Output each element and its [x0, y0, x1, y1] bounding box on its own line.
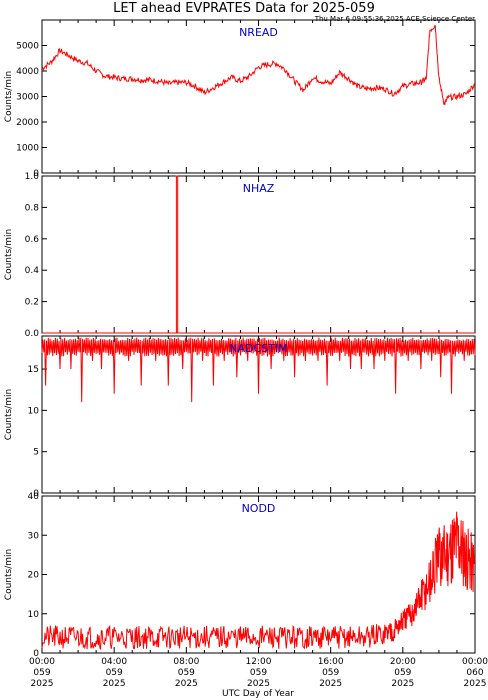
x-tick-time: 08:00: [173, 657, 199, 667]
y-tick-label: 20: [28, 571, 40, 581]
x-tick-doy: 060: [466, 668, 483, 678]
x-tick-doy: 059: [250, 668, 267, 678]
y-tick-label: 0: [33, 649, 39, 659]
y-tick-label: 1000: [16, 144, 39, 154]
x-tick-time: 00:00: [29, 657, 55, 667]
y-tick-label: 0.4: [25, 266, 40, 276]
generation-timestamp: Thu Mar 6 09:55:36 2025 ACE Science Cent…: [314, 15, 475, 23]
y-axis-label: Counts/min: [4, 549, 14, 600]
y-tick-label: 5: [33, 448, 39, 458]
x-tick-doy: 059: [106, 668, 123, 678]
x-tick-year: 2025: [319, 679, 342, 689]
y-tick-label: 30: [28, 531, 40, 541]
x-tick-year: 2025: [175, 679, 198, 689]
y-axis-label: Counts/min: [4, 229, 14, 280]
panels-group: 010002000300040005000Counts/minNREAD0.00…: [4, 19, 476, 659]
panel-frame: [41, 175, 476, 334]
x-tick-year: 2025: [31, 679, 54, 689]
series-line-nadcstim: [41, 337, 476, 403]
panel-nhaz: 0.0 0.2 0.4 0.6 0.8 1.0 Counts/min NHAZ: [4, 172, 476, 339]
y-tick-label: 0.6: [25, 235, 40, 245]
panel-frame: [41, 335, 476, 494]
y-tick-label: 40: [28, 492, 40, 502]
series-line-nodd: [41, 511, 476, 651]
panel-nodd: 0 10 20 30 40 Counts/min NODD: [4, 492, 476, 659]
y-tick-label: 0.8: [25, 203, 40, 213]
y-axis-label: Counts/min: [4, 389, 14, 440]
x-tick-time: 16:00: [318, 657, 344, 667]
y-tick-label: 0: [33, 169, 39, 179]
x-tick-doy: 059: [322, 668, 339, 678]
y-tick-label: 0.0: [25, 329, 40, 339]
panel-title: NHAZ: [243, 182, 275, 195]
x-tick-doy: 059: [394, 668, 411, 678]
panel-title: NODD: [242, 502, 276, 515]
x-axis-label: UTC Day of Year: [222, 689, 294, 699]
y-tick-label: 10: [28, 406, 40, 416]
chart-title: LET ahead EVPRATES Data for 2025-059: [113, 1, 375, 16]
y-tick-label: 0: [33, 489, 39, 499]
y-axis-label: Counts/min: [4, 71, 14, 122]
x-tick-time: 20:00: [390, 657, 416, 667]
x-tick-time: 00:00: [462, 657, 488, 667]
series-line-nhaz: [42, 175, 475, 334]
y-tick-label: 3000: [16, 93, 39, 103]
series-line-nread: [41, 24, 476, 106]
x-tick-doy: 059: [178, 668, 195, 678]
x-axis: 00:00059202504:00059202508:00059202512:0…: [29, 657, 488, 689]
x-tick-doy: 059: [33, 668, 50, 678]
x-tick-year: 2025: [464, 679, 487, 689]
panel-title: NREAD: [239, 26, 278, 39]
panel-nread: 0 1000 2000 3000 4000 5000 Counts/min NREAD: [4, 19, 476, 179]
y-tick-label: 1.0: [25, 172, 40, 182]
y-tick-label: 4000: [16, 67, 39, 77]
x-tick-year: 2025: [391, 679, 414, 689]
panel-title: NADCSTIM: [229, 342, 287, 355]
x-tick-time: 04:00: [101, 657, 127, 667]
panel-nadcstim: 0 5 10 15 Counts/min NADCSTIM: [4, 335, 476, 499]
y-tick-label: 2000: [16, 118, 39, 128]
y-tick-label: 0.2: [25, 298, 39, 308]
x-tick-time: 12:00: [246, 657, 272, 667]
y-tick-label: 10: [28, 610, 40, 620]
panel-frame: [41, 19, 476, 174]
y-tick-label: 5000: [16, 42, 39, 52]
x-tick-year: 2025: [103, 679, 126, 689]
x-tick-year: 2025: [247, 679, 270, 689]
y-tick-label: 15: [28, 365, 39, 375]
